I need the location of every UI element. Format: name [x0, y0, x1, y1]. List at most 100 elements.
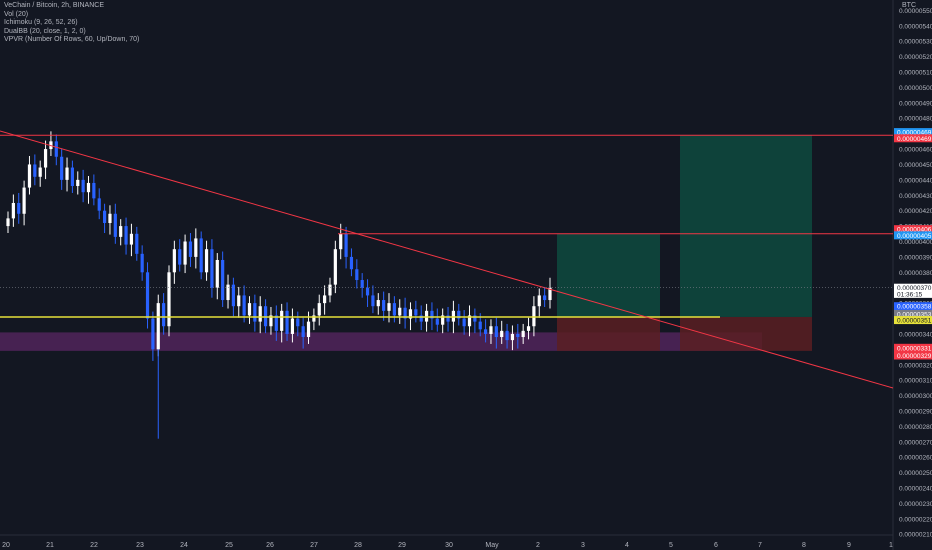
time-tick-label: 2 [536, 542, 540, 549]
indicator-dualbb[interactable]: DualBB (20, close, 1, 2, 0) [4, 27, 86, 35]
candle-body [70, 167, 74, 187]
price-tick-label: 0.00000520 [899, 54, 932, 61]
candle-body [274, 315, 278, 331]
position-zones [0, 135, 812, 351]
price-badge-label: 0.00000469 [897, 130, 932, 137]
time-axis[interactable]: 20 21 22 23 24 25 26 27 28 29 30 May 2 3 4 5 6 7 8 9 1 [0, 534, 893, 549]
candle-body [451, 310, 456, 322]
candle-body [113, 213, 117, 237]
candle-body [494, 326, 498, 338]
candle-body [537, 295, 541, 307]
candle-body [344, 233, 348, 257]
candle-body [102, 210, 107, 224]
candle-body [269, 315, 273, 327]
price-tick-label: 0.00000310 [899, 378, 932, 385]
indicator-vol[interactable]: Vol (20) [4, 10, 29, 18]
candle-body [43, 149, 48, 168]
time-tick-label: 22 [90, 542, 98, 549]
target-zone-1 [557, 233, 660, 317]
candle-body [317, 303, 321, 316]
candle-body [532, 306, 536, 327]
candle-body [135, 233, 139, 254]
candle-body [408, 309, 413, 319]
indicator-vpvr[interactable]: VPVR (Number Of Rows, 60, Up/Down, 70) [4, 36, 140, 44]
candle-body [215, 259, 219, 288]
candle-body [462, 318, 466, 327]
time-tick-label: 4 [625, 542, 629, 549]
candle-body [392, 303, 396, 316]
candle-body [285, 310, 289, 334]
drawn-lines[interactable] [0, 130, 894, 389]
candle-body [387, 303, 391, 311]
candle-body [478, 321, 482, 330]
time-tick-label: 25 [225, 542, 233, 549]
candle-body [17, 202, 21, 214]
time-tick-label: May [485, 542, 499, 549]
candle-body [376, 300, 380, 307]
candle-body [129, 233, 134, 245]
candle-body [414, 309, 418, 316]
price-badge-label: 0.00000353 [897, 311, 932, 318]
time-tick-label: 20 [2, 542, 10, 549]
price-tick-label: 0.00000220 [899, 516, 932, 523]
candle-body [323, 295, 327, 304]
price-tick-label: 0.00000510 [899, 70, 932, 77]
candle-body [473, 315, 477, 322]
target-zone-2 [680, 135, 812, 317]
candle-body [199, 238, 203, 273]
candle-body [22, 187, 26, 214]
price-tick-label: 0.00000250 [899, 470, 932, 477]
candle-body [188, 241, 193, 257]
price-tick-label: 0.00000290 [899, 408, 932, 415]
price-badge [894, 283, 932, 292]
price-badge-label: 0.00000406 [897, 227, 932, 234]
candle-body [446, 315, 450, 322]
price-tick-label: 0.00000300 [899, 393, 932, 400]
candle-body [430, 310, 434, 319]
price-badge [894, 316, 932, 325]
candle-body [398, 307, 402, 316]
candle-body [441, 315, 445, 325]
price-tick-label: 0.00000430 [899, 193, 932, 200]
time-tick-label: 30 [445, 542, 453, 549]
candle-body [467, 315, 472, 327]
candle-body [355, 269, 359, 281]
time-tick-label: 28 [354, 542, 362, 549]
candle-body [419, 315, 423, 322]
candle-body [263, 306, 268, 327]
candle-body [371, 295, 375, 307]
price-badge-label: 0.00000370 [897, 285, 932, 292]
symbol-title[interactable]: VeChain / Bitcoin, 2h, BINANCE [4, 2, 104, 9]
chart-legend[interactable]: VeChain / Bitcoin, 2h, BINANCE Vol (20) … [4, 2, 139, 45]
candle-body [156, 303, 160, 350]
currency-label: BTC [902, 2, 916, 9]
time-tick-label: 9 [847, 542, 851, 549]
indicator-ichimoku[interactable]: Ichimoku (9, 26, 52, 26) [4, 19, 78, 27]
candle-body [76, 179, 80, 187]
time-tick-label: 23 [136, 542, 144, 549]
candle-body [210, 249, 214, 288]
candle-body [162, 303, 166, 327]
price-badge [894, 309, 932, 318]
candle-body [38, 167, 42, 177]
time-tick-label: 26 [266, 542, 274, 549]
price-badge-label: 0.00000329 [897, 353, 932, 360]
candle-body [108, 213, 112, 224]
candle-body [296, 318, 300, 327]
candle-body [226, 284, 230, 301]
candle-body [526, 326, 531, 331]
candle-body [178, 249, 182, 265]
price-badge-label: 0.00000405 [897, 233, 932, 240]
candle-body [360, 280, 364, 288]
time-tick-label: 6 [714, 542, 718, 549]
candle-body [60, 156, 64, 180]
candle-body [183, 241, 187, 265]
candle-body [33, 164, 37, 177]
price-badge [894, 231, 932, 240]
price-tick-label: 0.00000540 [899, 23, 932, 30]
price-tick-label: 0.00000340 [899, 331, 932, 338]
time-tick-label: 27 [310, 542, 318, 549]
candle-body [489, 326, 493, 334]
candle-body [435, 318, 439, 325]
